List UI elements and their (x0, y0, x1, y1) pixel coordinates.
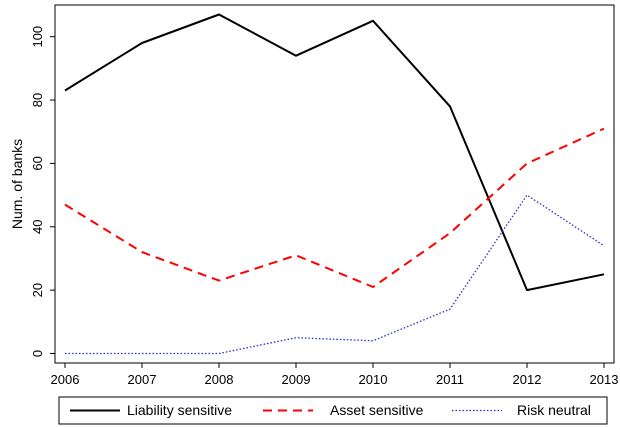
legend-label-1: Asset sensitive (330, 402, 424, 418)
x-tick-label: 2007 (128, 372, 157, 387)
y-tick-label: 100 (30, 26, 45, 48)
x-tick-label: 2012 (513, 372, 542, 387)
x-tick-label: 2011 (436, 372, 464, 387)
x-tick-label: 2013 (590, 372, 619, 387)
y-tick-label: 20 (30, 283, 45, 297)
legend-box (58, 396, 608, 425)
plot-frame (54, 4, 615, 364)
series-line-1 (64, 127, 605, 288)
series-line-0 (64, 13, 605, 292)
y-axis: 0 20 40 60 80 100 (30, 26, 55, 357)
x-tick-label: 2006 (51, 372, 80, 387)
series-line-2 (65, 194, 605, 355)
legend-label-0: Liability sensitive (127, 402, 232, 418)
legend: Liability sensitive Asset sensitive Risk n… (58, 396, 608, 425)
y-tick-label: 40 (30, 220, 45, 234)
y-axis-label: Num. of banks (9, 139, 25, 229)
y-tick-label: 0 (30, 350, 45, 357)
series-lines (64, 13, 605, 355)
y-tick-label: 60 (30, 156, 45, 170)
y-tick-label: 80 (30, 93, 45, 107)
x-tick-label: 2009 (282, 372, 311, 387)
x-tick-label: 2008 (205, 372, 234, 387)
x-axis: 2006 2007 2008 2009 2010 2011 2012 2013 (51, 363, 619, 387)
x-tick-label: 2010 (359, 372, 388, 387)
legend-label-2: Risk neutral (517, 402, 591, 418)
